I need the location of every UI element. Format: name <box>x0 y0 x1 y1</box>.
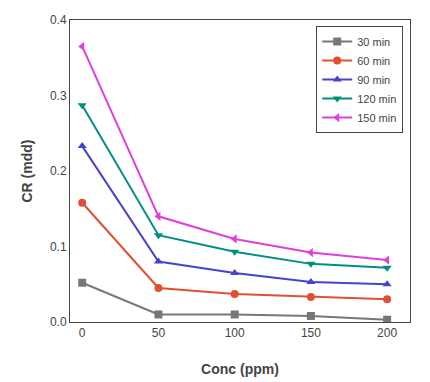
svg-text:0.1: 0.1 <box>50 240 67 254</box>
svg-text:Conc (ppm): Conc (ppm) <box>201 361 279 377</box>
svg-text:0.4: 0.4 <box>50 13 67 27</box>
svg-text:60 min: 60 min <box>357 55 390 67</box>
svg-text:50: 50 <box>152 326 166 340</box>
svg-text:150: 150 <box>301 326 321 340</box>
svg-text:30 min: 30 min <box>357 36 390 48</box>
svg-text:90 min: 90 min <box>357 74 390 86</box>
svg-text:100: 100 <box>225 326 245 340</box>
svg-text:0.3: 0.3 <box>50 89 67 103</box>
svg-text:0: 0 <box>79 326 86 340</box>
svg-text:200: 200 <box>377 326 397 340</box>
svg-text:CR (mdd): CR (mdd) <box>19 140 35 203</box>
svg-text:0.2: 0.2 <box>50 164 67 178</box>
svg-text:150 min: 150 min <box>357 112 396 124</box>
svg-text:0.0: 0.0 <box>50 315 67 329</box>
svg-text:120 min: 120 min <box>357 93 396 105</box>
